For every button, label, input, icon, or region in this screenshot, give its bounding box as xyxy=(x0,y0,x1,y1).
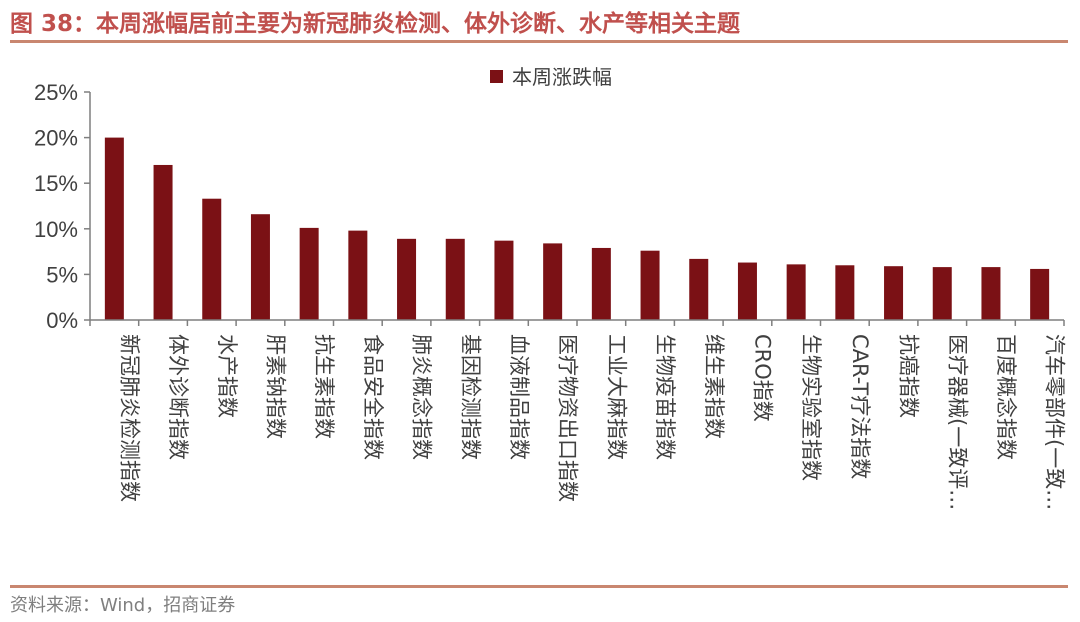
x-tick-label: 水产指数 xyxy=(215,334,239,418)
bar-12 xyxy=(640,250,660,320)
bar-3 xyxy=(202,198,222,320)
y-tick-label: 25% xyxy=(34,80,78,105)
x-tick-label: 新冠肺炎检测指数 xyxy=(117,334,141,502)
x-tick-label: 抗生素指数 xyxy=(312,334,336,439)
source-divider xyxy=(10,585,1068,588)
bar-1 xyxy=(104,137,124,320)
y-tick-label: 20% xyxy=(34,126,78,151)
bar-chart: 0% 5% 10% 15% 20% 25% 新冠肺炎检测指数 体外诊断指数 水产指数 肝素钠指数… xyxy=(34,65,1067,510)
bar-17 xyxy=(884,266,904,320)
legend: 本周涨跌幅 xyxy=(490,65,612,89)
bar-11 xyxy=(591,247,611,320)
bar-5 xyxy=(299,227,319,320)
legend-swatch xyxy=(490,70,503,83)
x-tick-label: 肝素钠指数 xyxy=(263,334,287,439)
bar-16 xyxy=(835,265,855,320)
x-tick-label: 生物疫苗指数 xyxy=(653,334,677,460)
x-tick-label: 生物实验室指数 xyxy=(799,334,823,481)
bar-6 xyxy=(348,230,368,320)
bar-4 xyxy=(250,214,270,320)
y-tick-label: 0% xyxy=(46,308,78,333)
bar-14 xyxy=(737,262,757,320)
x-tick-label: 基因检测指数 xyxy=(458,334,482,460)
axes xyxy=(84,91,1065,326)
bar-15 xyxy=(786,264,806,320)
bar-9 xyxy=(494,240,514,320)
bar-18 xyxy=(932,267,952,320)
x-tick-labels: 新冠肺炎检测指数 体外诊断指数 水产指数 肝素钠指数 抗生素指数 食品安全指数 肺炎概念指数… xyxy=(117,334,1066,510)
x-tick-label: CRO指数 xyxy=(750,334,774,422)
source-note: 资料来源：Wind，招商证券 xyxy=(10,595,236,616)
legend-label: 本周涨跌幅 xyxy=(512,65,612,89)
y-tick-label: 15% xyxy=(34,171,78,196)
bar-8 xyxy=(445,238,465,320)
bar-2 xyxy=(153,164,173,320)
x-tick-label: 维生素指数 xyxy=(702,334,726,439)
x-tick-label: 汽车零部件(一致… xyxy=(1043,334,1067,510)
bar-19 xyxy=(981,267,1001,320)
bar-group xyxy=(104,137,1050,320)
figure-title: 图 38：本周涨幅居前主要为新冠肺炎检测、体外诊断、水产等相关主题 xyxy=(10,11,741,37)
x-tick-label: 抗癌指数 xyxy=(897,334,921,418)
x-tick-label: 工业大麻指数 xyxy=(604,334,628,460)
x-tick-label: 肺炎概念指数 xyxy=(410,334,434,460)
title-divider xyxy=(10,40,1068,43)
bar-20 xyxy=(1030,268,1050,320)
bar-10 xyxy=(543,243,563,320)
y-tick-label: 5% xyxy=(46,262,78,287)
bar-7 xyxy=(397,238,417,320)
bar-13 xyxy=(689,258,709,320)
x-tick-label: 体外诊断指数 xyxy=(166,334,190,460)
x-tick-label: 食品安全指数 xyxy=(361,334,385,460)
y-tick-label: 10% xyxy=(34,217,78,242)
x-tick-label: 血液制品指数 xyxy=(507,334,531,460)
x-tick-label: 百度概念指数 xyxy=(994,334,1018,460)
x-tick-label: CAR-T疗法指数 xyxy=(848,334,872,479)
x-tick-label: 医疗物资出口指数 xyxy=(556,334,580,502)
x-tick-label: 医疗器械(一致评… xyxy=(945,334,969,510)
y-tick-labels: 0% 5% 10% 15% 20% 25% xyxy=(34,80,78,333)
